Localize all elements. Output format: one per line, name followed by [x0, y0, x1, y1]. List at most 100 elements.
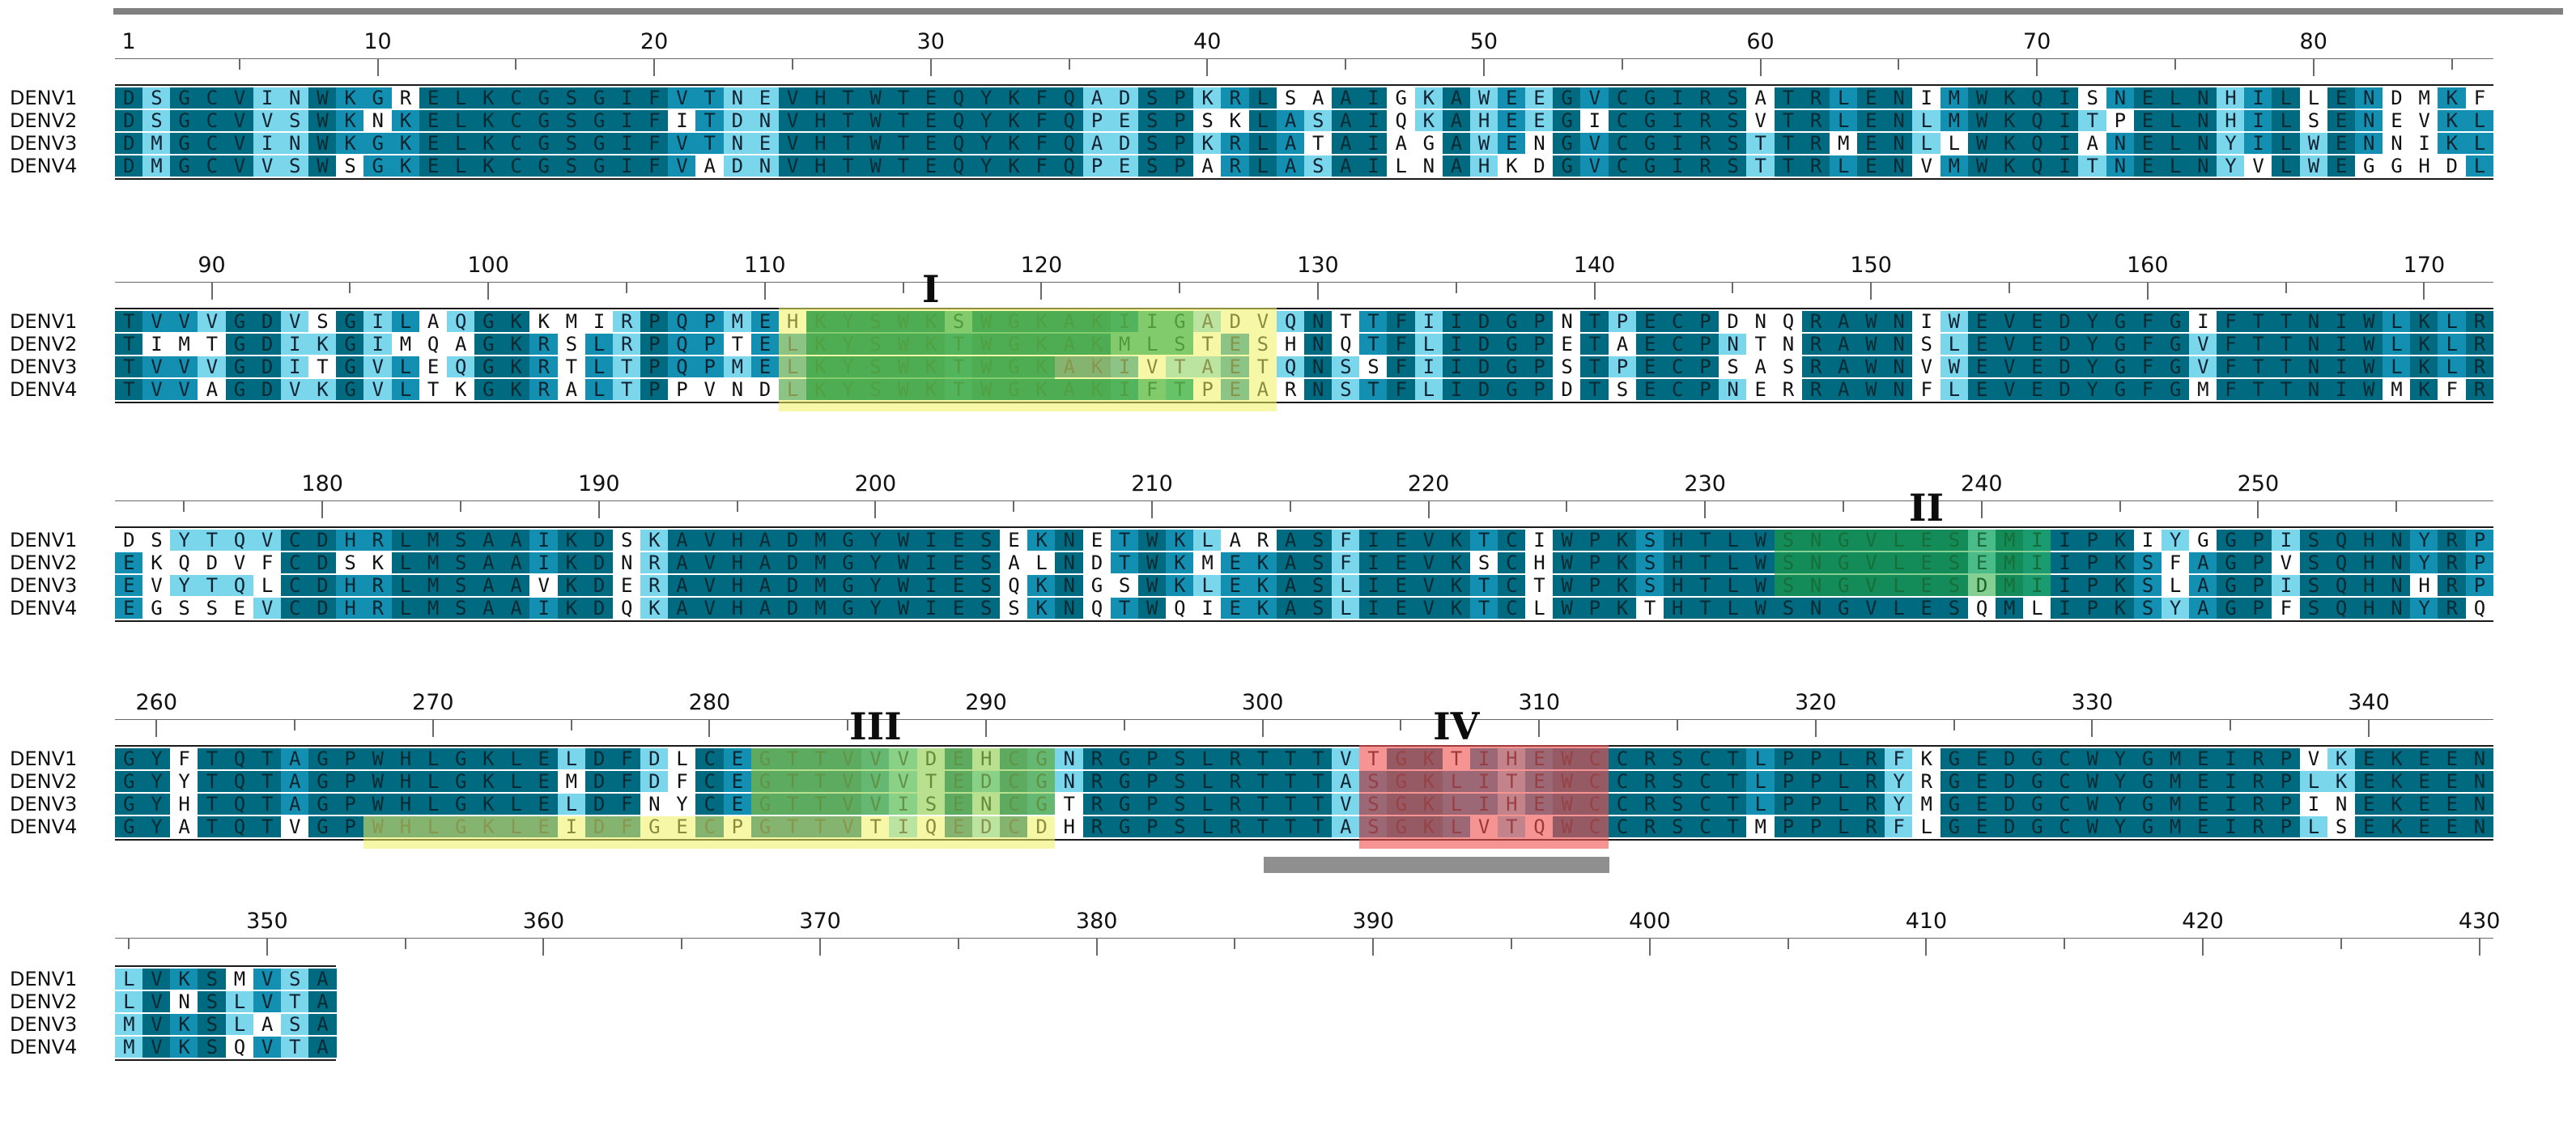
- residue: K: [1000, 133, 1028, 154]
- residue: Y: [2161, 530, 2190, 551]
- residue: M: [557, 771, 586, 792]
- residue: K: [1193, 87, 1222, 109]
- residue: I: [529, 530, 559, 551]
- residue: A: [253, 1014, 282, 1035]
- residue: L: [2465, 155, 2494, 177]
- residue: R: [1082, 748, 1112, 769]
- residue: F: [2217, 379, 2245, 400]
- residue: A: [1082, 87, 1112, 109]
- residue: T: [198, 771, 227, 792]
- residue: Y: [2161, 598, 2190, 619]
- residue: E: [2133, 155, 2162, 177]
- residue: Y: [2106, 794, 2135, 815]
- ruler-number: 170: [2403, 253, 2446, 278]
- residue: N: [1055, 748, 1084, 769]
- residue: D: [115, 110, 143, 131]
- residue: T: [1359, 379, 1388, 400]
- residue: L: [1746, 748, 1775, 769]
- residue: K: [1442, 598, 1471, 619]
- residue: W: [861, 87, 890, 109]
- residue: K: [474, 794, 503, 815]
- residue: T: [1359, 334, 1388, 355]
- residue: V: [170, 356, 198, 377]
- residue: K: [1608, 552, 1637, 573]
- residue: G: [2023, 794, 2051, 815]
- residue: Q: [668, 311, 696, 332]
- residue: L: [2299, 816, 2328, 837]
- residue: M: [1746, 816, 1775, 837]
- residue: G: [2133, 816, 2162, 837]
- residue: K: [1166, 530, 1194, 551]
- residue: D: [916, 748, 946, 769]
- residue: P: [1166, 133, 1194, 154]
- residue: V: [1580, 133, 1609, 154]
- residue: D: [1553, 379, 1581, 400]
- motif-iii-yellow-highlight: [363, 816, 1056, 849]
- residue: H: [1469, 155, 1498, 177]
- residue: E: [1498, 110, 1526, 131]
- residue: N: [2465, 771, 2494, 792]
- residue: G: [750, 794, 780, 815]
- residue: K: [502, 311, 530, 332]
- residue: L: [446, 133, 475, 154]
- residue: S: [1303, 575, 1333, 596]
- residue: L: [1829, 110, 1858, 131]
- residue: R: [2244, 771, 2272, 792]
- residue: N: [1885, 311, 1913, 332]
- residue: I: [1414, 311, 1443, 332]
- ruler-number: 100: [467, 253, 509, 278]
- residue: D: [778, 552, 807, 573]
- residue: T: [2272, 379, 2301, 400]
- residue: R: [1082, 771, 1112, 792]
- residue: G: [1498, 356, 1526, 377]
- sequence-name: DENV1: [10, 529, 78, 551]
- residue: D: [584, 575, 614, 596]
- residue: K: [474, 748, 503, 769]
- ruler-tick: [2230, 719, 2232, 730]
- residue: P: [336, 771, 364, 792]
- residue: S: [1137, 155, 1167, 177]
- ruler-tick: [847, 719, 849, 730]
- residue: V: [253, 991, 282, 1012]
- residue: T: [889, 110, 918, 131]
- residue: A: [750, 598, 780, 619]
- residue: V: [834, 748, 862, 769]
- residue: P: [1580, 575, 1609, 596]
- residue: K: [391, 133, 420, 154]
- residue: R: [1221, 816, 1250, 837]
- ruler-tick: [542, 938, 545, 956]
- ruler-tick: [1316, 282, 1319, 300]
- residue: M: [1912, 794, 1941, 815]
- ruler-tick: [2285, 282, 2287, 293]
- sequence-name: DENV4: [10, 815, 78, 838]
- residue: T: [308, 356, 337, 377]
- residue: T: [1332, 311, 1360, 332]
- residue: S: [1719, 155, 1747, 177]
- residue: K: [2438, 87, 2467, 109]
- residue: M: [419, 530, 448, 551]
- residue: H: [2354, 598, 2383, 619]
- residue: H: [391, 771, 420, 792]
- residue: A: [668, 530, 696, 551]
- residue: P: [1166, 110, 1194, 131]
- residue: L: [1829, 87, 1858, 109]
- residue: F: [612, 771, 641, 792]
- residue: A: [1442, 155, 1471, 177]
- ruler-line: [115, 282, 2493, 283]
- residue: I: [2327, 379, 2356, 400]
- residue: G: [1027, 794, 1056, 815]
- residue: V: [695, 598, 725, 619]
- ruler-tick: [653, 58, 656, 76]
- residue: S: [1303, 110, 1333, 131]
- residue: V: [834, 771, 862, 792]
- residue: Y: [2106, 748, 2135, 769]
- residue: R: [1801, 379, 1830, 400]
- residue: S: [1774, 356, 1803, 377]
- residue: M: [2410, 87, 2438, 109]
- residue: D: [1469, 311, 1498, 332]
- residue: E: [944, 771, 973, 792]
- residue: Q: [419, 334, 448, 355]
- residue: V: [834, 794, 862, 815]
- residue: L: [1332, 598, 1360, 619]
- residue: W: [1967, 133, 1996, 154]
